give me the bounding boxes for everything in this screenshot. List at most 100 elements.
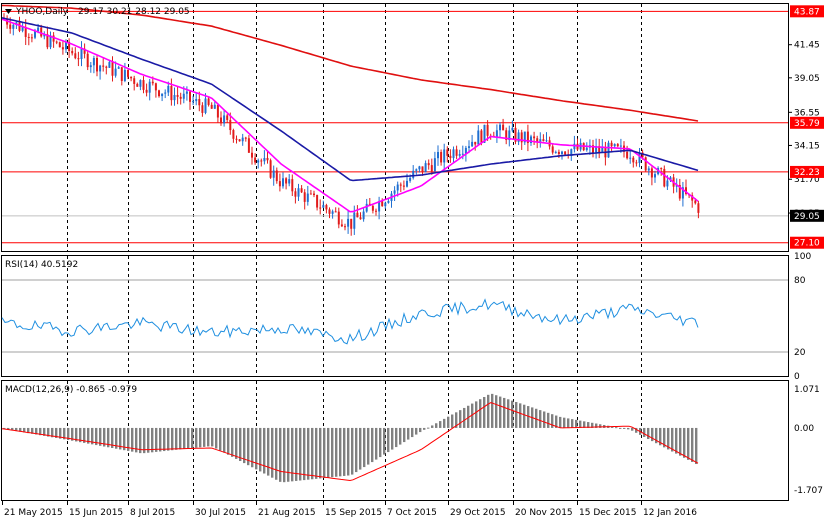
macd-histogram-bar [507,399,510,428]
macd-histogram-bar [119,427,122,450]
level-price-label: 32.23 [794,168,820,178]
candle-body [226,115,229,120]
macd-histogram-bar [279,427,282,482]
candle-body [43,34,46,37]
candle-body [647,168,650,171]
macd-histogram-bar [475,401,478,428]
macd-histogram-bar [407,427,410,440]
macd-histogram-bar [67,427,70,441]
macd-histogram-bar [271,427,274,478]
macd-histogram-bar [487,394,490,428]
candle-body [192,101,195,103]
level-price-badge [790,236,824,249]
candle-body [278,181,281,187]
macd-histogram-bar [655,427,658,444]
candle-body [96,57,98,72]
candle-body [461,153,464,155]
price-layer [1,4,788,244]
candle-body [477,130,480,145]
candle-body [127,69,129,77]
candle-body [433,158,436,172]
candle-body [381,201,384,207]
candle-body [158,90,160,97]
macd-panel-frame [1,380,789,501]
price-tick-label: 41.45 [794,41,820,51]
macd-histogram-bar [171,427,174,451]
candle-body [167,85,170,93]
macd-histogram-bar [515,401,518,428]
candle-body [576,143,579,150]
macd-histogram-bar [667,427,670,450]
macd-histogram-bar [563,417,566,428]
candle-body [626,151,629,159]
macd-histogram-bar [99,427,102,446]
candle-body [511,127,514,131]
macd-histogram-bar [583,421,586,428]
macd-histogram-bar [259,427,262,472]
macd-histogram-bar [291,427,294,482]
macd-histogram-bar [691,427,694,462]
candle-body [514,127,517,142]
macd-histogram-bar [275,427,278,480]
candle-body [650,168,653,178]
candle-body [244,137,247,139]
candle-body [272,170,275,178]
macd-histogram-bar [391,427,394,450]
candle-body [185,91,188,94]
candle-body [80,48,83,59]
macd-histogram-bar [343,427,346,476]
macd-histogram-bar [135,427,138,453]
candle-body [12,24,15,29]
candle-body [483,124,486,143]
macd-histogram-bar [323,427,326,479]
macd-histogram-bar [559,416,562,428]
candle-body [232,130,235,139]
price-tick-label: 34.15 [794,141,820,151]
macd-histogram-bar [163,427,166,452]
price-tick-label: 36.55 [794,108,820,118]
macd-histogram-bar [27,427,30,434]
macd-histogram-bar [355,427,358,473]
candle-body [189,91,191,102]
candle-body [508,130,511,141]
moving-average-fast-line [1,18,699,213]
macd-histogram-bar [591,422,594,428]
candle-body [601,147,604,153]
macd-histogram-bar [151,427,154,453]
macd-histogram-bar [423,427,426,430]
macd-histogram-bar [79,427,82,443]
candle-body [564,151,567,155]
macd-histogram-bar [19,427,22,432]
macd-histogram-bar [599,424,602,428]
candle-body [207,98,210,105]
candle-body [99,65,102,72]
candle-body [130,76,133,79]
candle-body [635,162,638,164]
candle-body [102,65,105,67]
level-price-label: 27.10 [794,239,820,249]
candle-body [114,68,117,76]
candle-body [598,146,601,153]
macd-histogram-bar [439,421,442,428]
candle-body [40,27,43,37]
candle-body [65,41,67,50]
macd-histogram-bar [227,427,230,455]
candle-body [77,58,80,60]
macd-histogram-bar [675,427,678,454]
macd-histogram-bar [71,427,74,441]
candle-body [480,130,483,143]
rsi-tick-label: 100 [794,252,811,262]
macd-histogram-bar [223,427,226,453]
macd-histogram-bar [459,410,462,428]
macd-histogram-bar [43,427,46,436]
price-tick-label: 39.05 [794,74,820,84]
rsi-layer [1,279,788,353]
macd-histogram-bar [619,427,622,429]
candle-body [145,89,148,93]
candle-body [427,163,430,166]
candle-body [666,180,669,187]
collapse-triangle-icon[interactable] [5,9,12,14]
candle-body [257,160,260,163]
macd-histogram-bar [363,427,366,468]
candle-body [685,187,687,194]
